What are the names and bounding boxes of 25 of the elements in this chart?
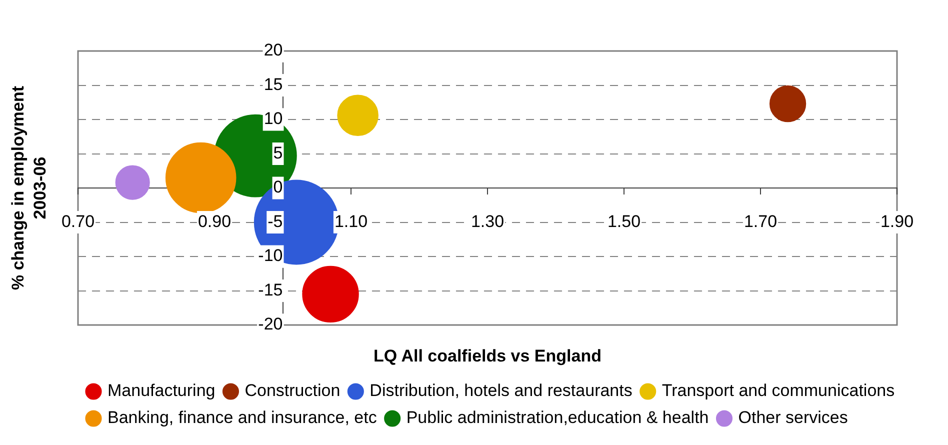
x-tick-label: 1.90 <box>880 212 914 231</box>
x-tick-label: 1.30 <box>470 212 504 231</box>
y-tick-label: 15 <box>264 74 283 94</box>
legend-label: Other services <box>738 408 848 428</box>
y-tick-label: 10 <box>264 109 283 128</box>
y-tick-label: -10 <box>258 246 283 266</box>
y-tick-label: -5 <box>268 212 283 231</box>
y-tick-label: -20 <box>258 314 283 334</box>
legend-label: Transport and communications <box>662 381 895 400</box>
legend-label: Banking, finance and insurance, etc <box>108 408 378 428</box>
y-tick-label: 20 <box>264 40 283 60</box>
x-tick-label: 1.10 <box>334 212 368 231</box>
y-axis-title: % change in employment 2003-06 <box>8 86 50 290</box>
legend-label: Public administration,education & health <box>406 408 709 428</box>
x-tick-label: 1.70 <box>744 212 778 231</box>
y-tick-label: 5 <box>273 143 283 162</box>
x-tick-label: 0.70 <box>61 212 95 231</box>
x-tick-label: 1.50 <box>607 212 641 231</box>
x-axis-title: LQ All coalfields vs England <box>374 346 602 366</box>
y-tick-label: 0 <box>273 178 283 197</box>
x-tick-label: 0.90 <box>198 212 232 231</box>
legend-label: Construction <box>244 381 340 400</box>
legend-label: Manufacturing <box>108 381 216 400</box>
y-tick-label: -15 <box>258 280 283 300</box>
legend-label: Distribution, hotels and restaurants <box>370 381 632 400</box>
